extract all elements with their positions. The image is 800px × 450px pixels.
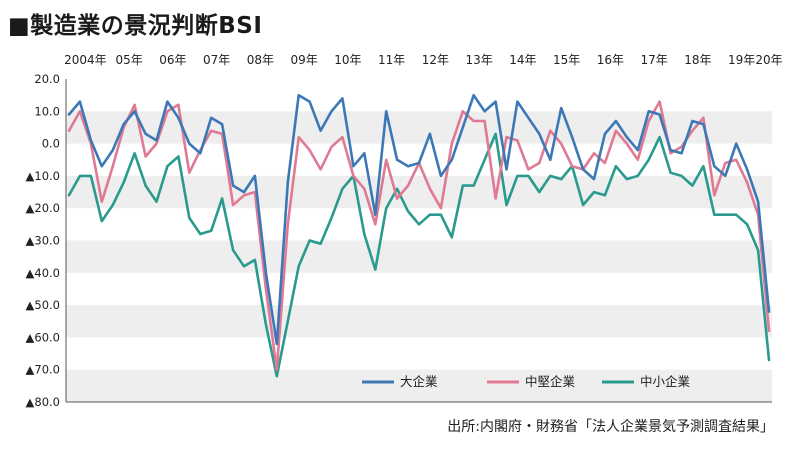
x-tick-label: 15年	[553, 53, 580, 67]
x-tick-label: 19年	[728, 53, 755, 67]
legend-label: 中小企業	[640, 374, 691, 389]
y-tick-label: ▲20.0	[26, 201, 60, 215]
y-tick-label: 10.0	[34, 104, 60, 118]
background-band	[66, 305, 772, 338]
x-tick-label: 20年	[755, 53, 782, 67]
x-tick-label: 16年	[597, 53, 624, 67]
series-lines	[67, 93, 771, 378]
x-tick-label: 11年	[378, 53, 405, 67]
y-tick-label: ▲80.0	[26, 395, 60, 409]
x-tick-label: 07年	[203, 53, 230, 67]
x-axis-tick-labels: 2004年 05年 06年 07年 08年 09年 10年 11年 12年 13年 14年 15年 16…	[64, 53, 783, 67]
legend-label: 大企業	[400, 374, 438, 389]
x-tick-label: 18年	[684, 53, 711, 67]
x-tick-label: 08年	[247, 53, 274, 67]
x-tick-label: 06年	[159, 53, 186, 67]
y-tick-label: ▲30.0	[26, 234, 60, 248]
y-tick-label: ▲70.0	[26, 363, 60, 377]
y-tick-label: 20.0	[34, 72, 60, 86]
background-band	[66, 369, 772, 402]
x-tick-label: 09年	[291, 53, 318, 67]
chart-title: ■製造業の景況判断BSI	[8, 13, 263, 39]
x-tick-label: 17年	[641, 53, 668, 67]
legend-label: 中堅企業	[525, 374, 576, 389]
y-tick-label: 0.0	[42, 137, 60, 151]
y-tick-label: ▲50.0	[26, 298, 60, 312]
background-bands	[66, 111, 772, 402]
source-note: 出所:内閣府・財務省「法人企業景気予測調査結果」	[447, 419, 774, 435]
y-tick-label: ▲60.0	[26, 330, 60, 344]
y-axis-tick-labels: 20.0 10.0 0.0 ▲10.0 ▲20.0 ▲30.0 ▲40.0 ▲50.0 ▲60.…	[26, 72, 60, 409]
x-tick-label: 10年	[334, 53, 361, 67]
background-band	[66, 240, 772, 273]
x-tick-label: 13年	[466, 53, 493, 67]
series-line-small	[67, 132, 771, 378]
legend: 大企業 中堅企業 中小企業	[362, 374, 691, 389]
x-tick-label: 14年	[509, 53, 536, 67]
y-tick-label: ▲10.0	[26, 169, 60, 183]
y-tick-label: ▲40.0	[26, 266, 60, 280]
x-tick-label: 05年	[116, 53, 143, 67]
series-line-large	[67, 93, 771, 346]
x-tick-label: 12年	[422, 53, 449, 67]
background-band	[66, 175, 772, 209]
x-tick-label: 2004年	[64, 53, 107, 67]
axis-lines	[65, 79, 772, 403]
